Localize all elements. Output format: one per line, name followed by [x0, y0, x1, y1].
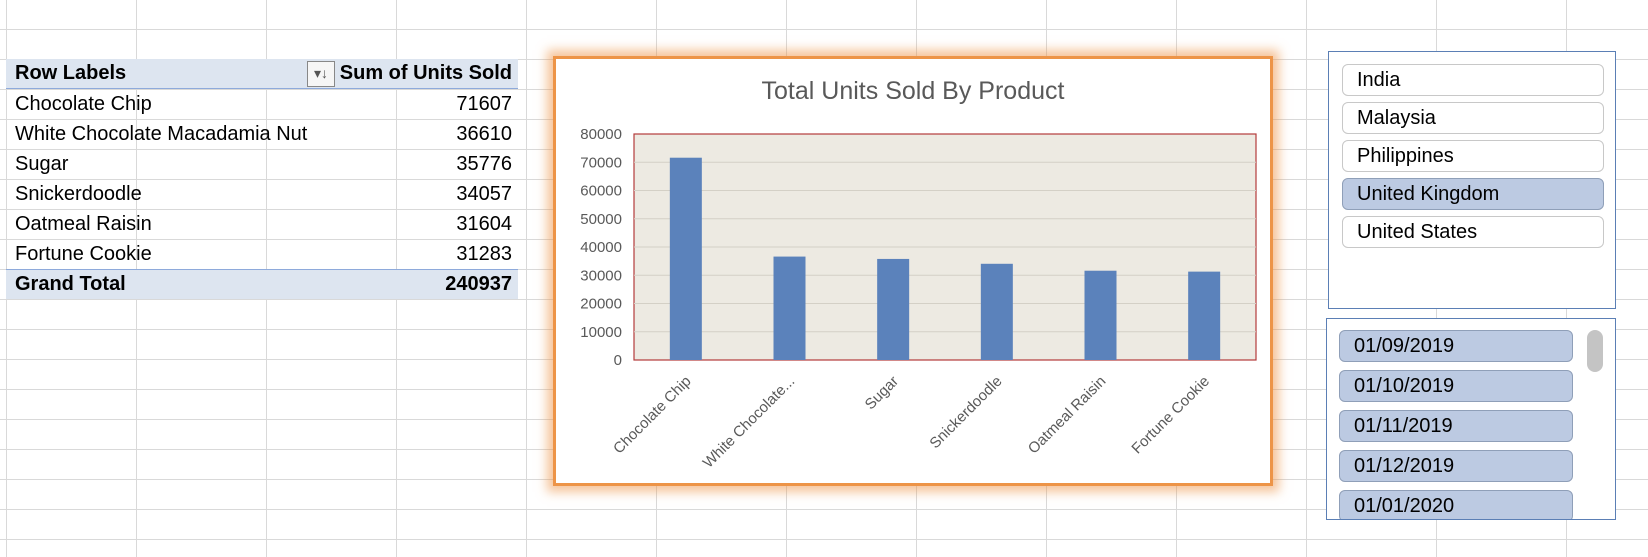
y-tick-label: 0: [614, 352, 622, 369]
bar-chart[interactable]: Total Units Sold By Product 0 10000 20000 3…: [553, 56, 1273, 486]
table-row[interactable]: Snickerdoodle 34057: [6, 179, 518, 209]
grand-total-row[interactable]: Grand Total 240937: [6, 269, 518, 299]
slicer-scrollbar[interactable]: [1587, 330, 1603, 372]
bar[interactable]: [980, 263, 1013, 360]
bar[interactable]: [1084, 270, 1117, 360]
row-value: 36610: [456, 122, 512, 145]
row-label: Sugar: [15, 152, 69, 175]
pivot-header-row: Row Labels ▾↓ Sum of Units Sold: [6, 59, 518, 89]
x-tick-label: Sugar: [862, 373, 902, 413]
y-tick-label: 50000: [580, 211, 622, 228]
table-row[interactable]: Oatmeal Raisin 31604: [6, 209, 518, 239]
y-tick-label: 60000: [580, 183, 622, 200]
bar[interactable]: [773, 256, 806, 360]
slicer-item-date[interactable]: 01/11/2019: [1339, 410, 1573, 442]
chart-canvas: Total Units Sold By Product 0 10000 20000 3…: [580, 77, 1257, 472]
y-tick-label: 10000: [580, 324, 622, 341]
grand-total-value: 240937: [445, 273, 512, 295]
bar[interactable]: [669, 157, 702, 360]
slicer-item-united-states[interactable]: United States: [1342, 216, 1604, 248]
slicer-item-malaysia[interactable]: Malaysia: [1342, 102, 1604, 134]
y-tick-label: 20000: [580, 296, 622, 313]
slicer-item-philippines[interactable]: Philippines: [1342, 140, 1604, 172]
bar[interactable]: [877, 258, 910, 360]
table-row[interactable]: Sugar 35776: [6, 149, 518, 179]
row-value: 31283: [456, 242, 512, 265]
x-tick-label: Fortune Cookie: [1128, 373, 1213, 458]
row-value: 71607: [456, 92, 512, 115]
date-slicer: 01/09/2019 01/10/2019 01/11/2019 01/12/2…: [1326, 318, 1616, 520]
x-tick-label: Snickerdoodle: [926, 373, 1005, 452]
y-tick-label: 30000: [580, 267, 622, 284]
row-value: 35776: [456, 152, 512, 175]
row-value: 34057: [456, 182, 512, 205]
row-label: Oatmeal Raisin: [15, 212, 152, 235]
slicer-item-date[interactable]: 01/10/2019: [1339, 370, 1573, 402]
table-row[interactable]: Chocolate Chip 71607: [6, 89, 518, 119]
y-tick-label: 80000: [580, 126, 622, 143]
y-tick-label: 40000: [580, 239, 622, 256]
filter-dropdown-icon[interactable]: ▾↓: [307, 60, 335, 87]
table-row[interactable]: White Chocolate Macadamia Nut 36610: [6, 119, 518, 149]
y-tick-label: 70000: [580, 154, 622, 171]
slicer-item-date[interactable]: 01/01/2020: [1339, 490, 1573, 519]
x-tick-label: Chocolate Chip: [610, 373, 695, 458]
row-label: Chocolate Chip: [15, 92, 152, 115]
row-value: 31604: [456, 212, 512, 235]
x-tick-label: Oatmeal Raisin: [1025, 373, 1110, 458]
row-label: Fortune Cookie: [15, 242, 152, 265]
bar[interactable]: [1188, 271, 1221, 360]
country-slicer: India Malaysia Philippines United Kingdo…: [1328, 51, 1616, 309]
slicer-item-india[interactable]: India: [1342, 64, 1604, 96]
row-label: White Chocolate Macadamia Nut: [15, 122, 308, 145]
chart-title: Total Units Sold By Product: [762, 77, 1065, 105]
sum-header: Sum of Units Sold: [339, 62, 512, 84]
row-label: Snickerdoodle: [15, 182, 142, 205]
x-tick-label: White Chocolate...: [700, 373, 799, 472]
pivot-table: Row Labels ▾↓ Sum of Units Sold Chocolat…: [6, 59, 518, 299]
slicer-item-date[interactable]: 01/12/2019: [1339, 450, 1573, 482]
table-row[interactable]: Fortune Cookie 31283: [6, 239, 518, 269]
slicer-item-date[interactable]: 01/09/2019: [1339, 330, 1573, 362]
row-labels-header: Row Labels: [15, 62, 127, 84]
grand-total-label: Grand Total: [15, 273, 126, 295]
slicer-item-united-kingdom[interactable]: United Kingdom: [1342, 178, 1604, 210]
